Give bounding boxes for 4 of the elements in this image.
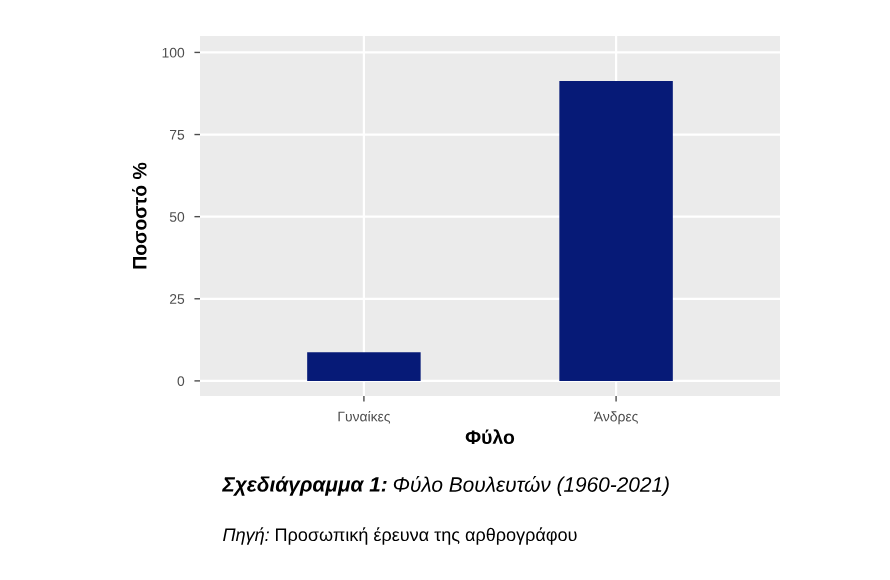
y-axis-title: Ποσοστό %: [132, 162, 147, 269]
text: Σχεδιάγραμμα 1: Φύλο Βουλευτών (1960-2021): [222, 475, 669, 496]
text: Πηγή: Προσωπική έρευνα της αρθρογράφου: [223, 527, 577, 545]
x-axis-title: Φύλο: [465, 429, 515, 445]
